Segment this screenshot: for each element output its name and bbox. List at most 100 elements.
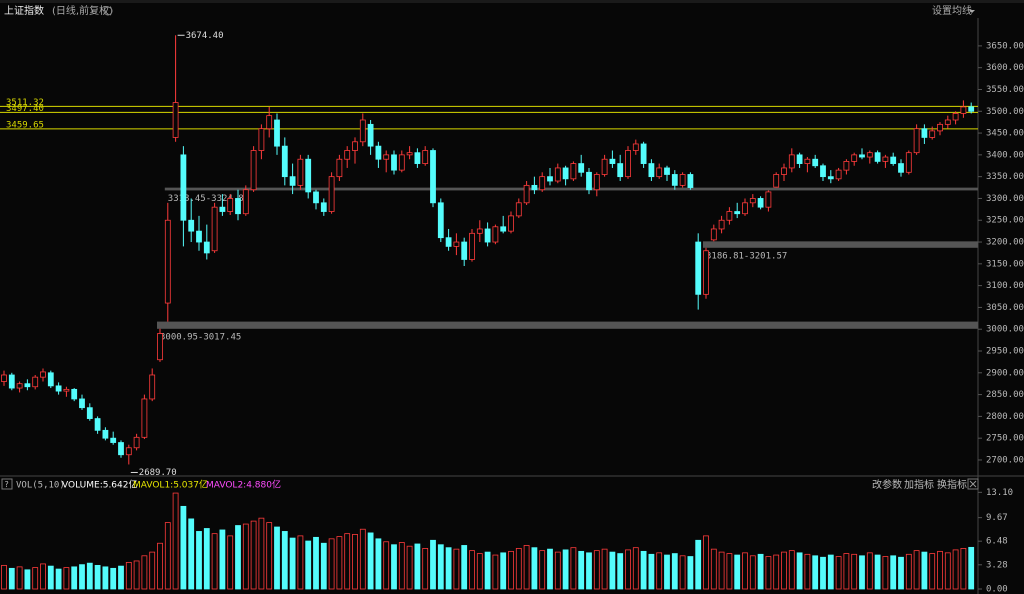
candle-body [515, 202, 522, 217]
candle-body [859, 154, 865, 158]
y-tick-label: 3350.00 [986, 172, 1024, 182]
volume-bar [250, 520, 257, 590]
y-tick-label: 2900.00 [986, 368, 1024, 378]
vol-tick-label: 6.48 [986, 537, 1008, 547]
candle-body [570, 163, 577, 180]
button-add[interactable]: 加指标 [904, 478, 934, 491]
volume-bar [313, 536, 319, 590]
close-icon [969, 480, 977, 488]
candle-body [508, 215, 514, 232]
volume-bar [141, 555, 148, 590]
volume-bar [508, 550, 514, 590]
volume-bar [359, 528, 366, 590]
volume-bar [851, 553, 858, 590]
volume-bar [882, 556, 889, 590]
candle-body [40, 371, 46, 378]
candle-body [492, 226, 499, 243]
candle-body [8, 374, 15, 389]
y-tick-label: 3450.00 [986, 129, 1024, 139]
volume-bar [937, 550, 943, 590]
y-tick-label: 3600.00 [986, 63, 1024, 73]
volume-bar [593, 550, 600, 590]
candle-body [523, 184, 530, 204]
volume-bar [648, 553, 655, 590]
volume-bar [492, 554, 499, 590]
candle-body [445, 237, 452, 247]
volume-bar [63, 567, 70, 590]
y-tick-label: 3300.00 [986, 194, 1024, 204]
candle-body [398, 154, 405, 171]
button-switch[interactable]: 换指标 [937, 478, 967, 491]
volume-bar [827, 554, 834, 590]
y-tick-label: 2850.00 [986, 390, 1024, 400]
volume-bar [445, 547, 452, 590]
candle-body [703, 250, 709, 295]
volume-bar [640, 550, 647, 590]
candle-body [16, 383, 23, 389]
volume-bar [804, 553, 811, 590]
candle-body [898, 163, 904, 173]
y-tick-label: 2950.00 [986, 347, 1024, 357]
volume-bar [40, 563, 46, 590]
volume-bar [274, 526, 280, 590]
volume-bar [235, 525, 241, 590]
candle-body [671, 174, 678, 186]
mavol1-value: MAVOL1:5.037亿 [133, 479, 208, 491]
y-tick-label: 3250.00 [986, 216, 1024, 226]
candle-body [157, 333, 163, 361]
candle-body [617, 163, 624, 178]
level-label: 3497.40 [6, 104, 44, 114]
volume-bar [742, 552, 748, 590]
candle-body [882, 156, 889, 162]
candle-body [874, 152, 881, 162]
candle-body [461, 241, 468, 260]
volume-bar [562, 549, 569, 590]
candle-body [687, 174, 694, 188]
help-button[interactable] [1, 478, 13, 490]
candle-body [968, 106, 975, 112]
candle-body [796, 154, 803, 164]
volume-bar [32, 567, 39, 590]
y-tick-label: 3650.00 [986, 41, 1024, 51]
button-params[interactable]: 改参数 [872, 478, 902, 491]
volume-bar [422, 548, 429, 590]
volume-bar [71, 566, 78, 590]
volume-bar [320, 542, 327, 590]
candle-body [944, 119, 951, 125]
candle-body [609, 158, 616, 164]
candle-body [383, 154, 390, 160]
gap-label: 3318.45-3324.81 [168, 194, 249, 204]
candle-body [344, 150, 351, 160]
volume-bar [632, 547, 639, 590]
volume-bar [773, 554, 780, 590]
candle-body [71, 388, 78, 400]
volume-bar [866, 552, 873, 590]
help-text: ? [5, 480, 9, 489]
volume-bar [391, 544, 397, 590]
candle-body [149, 374, 156, 400]
vol-tick-label: 13.10 [986, 488, 1013, 498]
volume-bar [398, 542, 405, 590]
gap-label: 3000.95-3017.45 [160, 332, 241, 342]
candle-body [359, 119, 366, 143]
settings-icon[interactable] [103, 6, 113, 16]
candle-body [375, 145, 382, 160]
candle-body [929, 130, 936, 138]
candle-body [835, 169, 842, 180]
volume-bar [687, 556, 694, 590]
close-button[interactable] [967, 478, 979, 490]
candle-body [788, 154, 795, 169]
volume-bar [539, 550, 546, 590]
ma-button[interactable]: 设置均线 [932, 4, 972, 17]
candle-body [141, 398, 148, 438]
candle-body [921, 128, 928, 138]
chart-subtitle: (日线,前复权) [52, 4, 113, 17]
volume-bar [944, 552, 951, 590]
volume-value: VOLUME:5.642亿 [62, 479, 138, 491]
volume-bar [180, 505, 187, 590]
candle-body [679, 174, 686, 186]
volume-bar [515, 548, 522, 590]
candle-body [484, 228, 491, 243]
dropdown-icon[interactable] [969, 10, 975, 13]
